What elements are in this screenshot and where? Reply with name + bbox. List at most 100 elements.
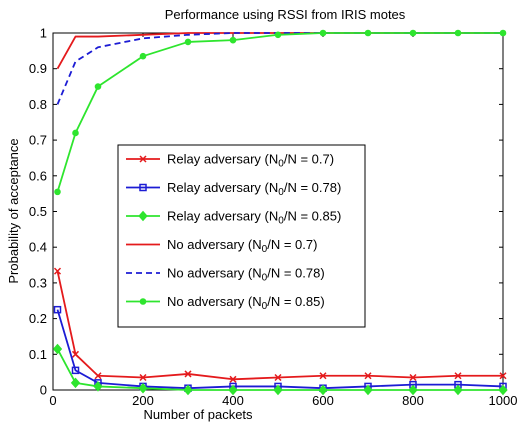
marker-stroke [409, 373, 417, 382]
marker-stroke [53, 267, 62, 275]
legend-entry-1: Relay adversary (N0/N = 0.7) [126, 152, 334, 170]
marker-stroke [499, 372, 507, 380]
legend-label: No adversary (N0/N = 0.7) [167, 237, 317, 255]
x-tick-label: 1000 [489, 393, 518, 408]
data-point [94, 83, 102, 90]
data-point [52, 343, 63, 355]
y-tick-label: 0.3 [29, 275, 47, 290]
y-tick-label: 0.5 [29, 204, 47, 219]
y-tick-label: 0.7 [29, 133, 47, 148]
series-line [56, 32, 503, 105]
y-axis-label: Probability of acceptance [6, 138, 21, 283]
data-point [408, 384, 418, 396]
marker-stroke [71, 350, 80, 358]
marker-stroke [139, 373, 147, 382]
data-point [364, 372, 372, 380]
data-point [409, 373, 417, 382]
series-4 [56, 32, 503, 70]
marker-stroke [454, 372, 462, 380]
y-tick-label: 0.8 [29, 97, 47, 112]
y-tick-label: 0.6 [29, 168, 47, 183]
legend-label: Relay adversary (N0/N = 0.78) [167, 180, 341, 198]
data-point [138, 382, 148, 394]
marker-stroke [364, 372, 372, 380]
y-tick-label: 0 [40, 383, 47, 398]
legend-label: Relay adversary (N0/N = 0.85) [167, 209, 341, 227]
y-tick-label: 1 [40, 26, 47, 41]
series-line [56, 32, 503, 193]
x-tick-label: 200 [132, 393, 154, 408]
data-point [53, 267, 62, 275]
data-point [139, 52, 147, 60]
data-point [274, 373, 282, 382]
data-point [454, 29, 462, 37]
series-line [56, 270, 503, 381]
y-tick-label: 0.4 [29, 240, 47, 255]
x-tick-label: 400 [222, 393, 244, 408]
data-point [184, 370, 192, 378]
series-3 [52, 343, 508, 396]
data-point [72, 129, 79, 137]
y-tick-label: 0.1 [29, 347, 47, 362]
legend-label: No adversary (N0/N = 0.78) [167, 266, 325, 284]
data-point [319, 372, 327, 380]
data-point [499, 29, 507, 37]
chart-title: Performance using RSSI from IRIS motes [165, 7, 406, 22]
series-1 [53, 267, 507, 383]
x-tick-label: 800 [402, 393, 424, 408]
data-point [498, 384, 508, 396]
series-5 [56, 32, 503, 105]
data-point [318, 384, 328, 396]
data-point [499, 372, 507, 380]
marker-stroke [94, 372, 102, 380]
data-point [93, 381, 103, 392]
legend-entry-2: Relay adversary (N0/N = 0.78) [126, 180, 341, 198]
legend-marker [139, 155, 147, 163]
data-point [319, 29, 327, 37]
legend-marker [138, 210, 148, 222]
data-point [409, 29, 417, 37]
marker-stroke [229, 375, 237, 383]
legend: Relay adversary (N0/N = 0.7) Relay advers… [117, 144, 366, 328]
series-6 [54, 29, 507, 196]
series-line [56, 32, 503, 70]
data-point [53, 305, 62, 314]
data-point [139, 373, 147, 382]
x-tick-label: 600 [312, 393, 334, 408]
plot-area: 0 200 400 600 800 1000 0 0.1 0.2 0.3 0.4 0.5 0.6 0.7 0… [29, 26, 518, 409]
marker-stroke [274, 373, 282, 382]
legend-entry-5: No adversary (N0/N = 0.78) [126, 266, 325, 284]
data-point [228, 384, 238, 396]
data-point [54, 188, 61, 196]
data-point [453, 384, 463, 396]
data-point [364, 29, 372, 37]
data-point [454, 372, 462, 380]
data-point [184, 38, 192, 46]
marker-stroke [319, 372, 327, 380]
legend-marker [139, 298, 147, 305]
legend-entry-6: No adversary (N0/N = 0.85) [126, 294, 325, 312]
legend-entry-3: Relay adversary (N0/N = 0.85) [126, 209, 341, 227]
data-point [70, 377, 81, 389]
y-tick-label: 0.2 [29, 311, 47, 326]
legend-marker [139, 183, 147, 192]
data-point [273, 384, 283, 396]
legend-label: Relay adversary (N0/N = 0.7) [167, 152, 334, 170]
legend-box [117, 144, 366, 328]
data-point [94, 372, 102, 380]
legend-label: No adversary (N0/N = 0.85) [167, 294, 325, 312]
x-axis-label: Number of packets [143, 407, 253, 422]
y-tick-label: 0.9 [29, 61, 47, 76]
x-tick-label: 0 [49, 393, 56, 408]
data-point [274, 31, 282, 39]
data-point [183, 384, 193, 396]
data-point [71, 366, 80, 375]
data-point [363, 384, 373, 396]
marker-stroke [184, 370, 192, 378]
legend-entry-4: No adversary (N0/N = 0.7) [126, 237, 317, 255]
data-point [229, 375, 237, 383]
data-point [229, 36, 237, 44]
marker-stroke [139, 155, 147, 163]
data-point [71, 350, 80, 358]
